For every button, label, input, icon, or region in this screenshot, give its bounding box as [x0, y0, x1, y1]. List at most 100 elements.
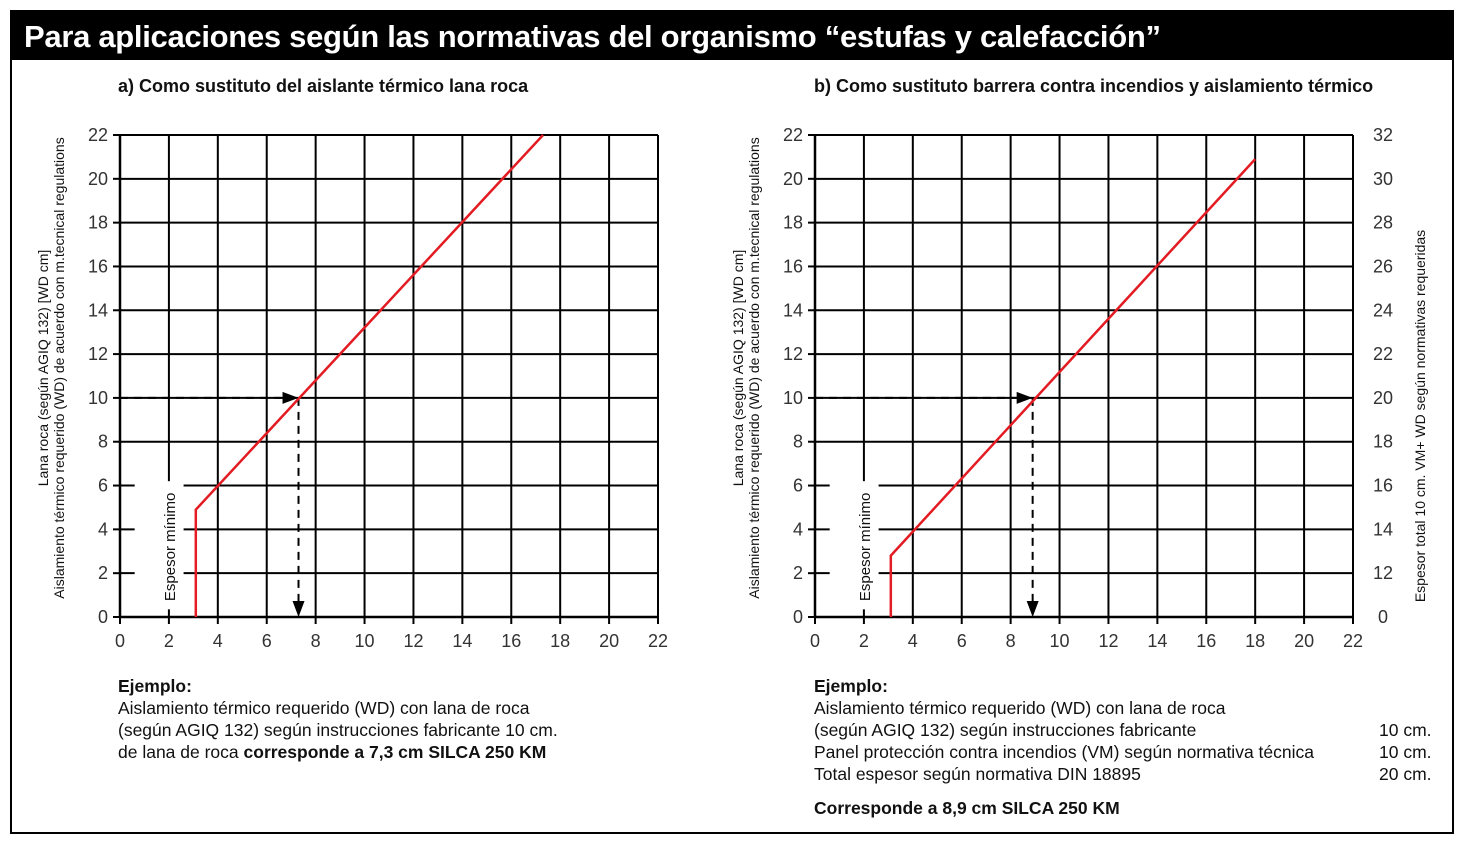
- x-tick-label: 6: [957, 631, 967, 651]
- example-b-row-label: (según AGIQ 132) según instrucciones fab…: [814, 720, 1197, 740]
- y-tick-label: 18: [783, 213, 803, 233]
- example-a-line2: (según AGIQ 132) según instrucciones fab…: [118, 720, 558, 740]
- x-tick-label: 10: [1050, 631, 1070, 651]
- y2-tick-label: 30: [1373, 169, 1393, 189]
- y-tick-label: 22: [783, 125, 803, 145]
- y-tick-label: 12: [88, 344, 108, 364]
- y-tick-label: 12: [783, 344, 803, 364]
- chart-b-title: b) Como sustituto barrera contra incendi…: [814, 76, 1374, 96]
- y-axis-label: Aislamiento térmico requerido (WD) de ac…: [746, 137, 762, 598]
- figure-frame: Para aplicaciones según las normativas d…: [10, 10, 1454, 834]
- x-tick-label: 4: [213, 631, 223, 651]
- example-b-row-value: 20 cm.: [1379, 764, 1432, 784]
- example-b: Ejemplo: Aislamiento térmico requerido (…: [814, 675, 1444, 819]
- example-a-line3: de lana de roca corresponde a 7,3 cm SIL…: [118, 741, 558, 763]
- example-a-result: corresponde a 7,3 cm SILCA 250 KM: [243, 742, 547, 762]
- example-b-row-value: 10 cm.: [1379, 720, 1432, 740]
- chart-b-plot: 0 2 4 6 8 10 12 14 16 18 20 22024681012141618202201…: [730, 125, 1428, 651]
- x-tick-label: 20: [1294, 631, 1314, 651]
- y2-tick-label: 28: [1373, 213, 1393, 233]
- x-tick-label: 6: [262, 631, 272, 651]
- y-tick-label: 14: [88, 300, 108, 320]
- y-axis-label: Lana roca (según AGIQ 132) [WD cm]: [35, 250, 51, 487]
- x-tick-label: 0: [810, 631, 820, 651]
- y-tick-label: 8: [98, 432, 108, 452]
- x-tick-label: 16: [1196, 631, 1216, 651]
- y2-tick-label: 18: [1373, 432, 1393, 452]
- x-tick-label: 18: [1245, 631, 1265, 651]
- x-tick-label: 16: [501, 631, 521, 651]
- series-line: [194, 134, 544, 617]
- x-tick-label: 14: [452, 631, 472, 651]
- x-tick-label: 8: [311, 631, 321, 651]
- example-b-row: (según AGIQ 132) según instrucciones fab…: [814, 719, 1444, 741]
- x-tick-label: 18: [550, 631, 570, 651]
- example-b-row-label: Total espesor según normativa DIN 18895: [814, 764, 1141, 784]
- y-tick-label: 2: [98, 563, 108, 583]
- y-tick-label: 4: [793, 519, 803, 539]
- y-tick-label: 2: [793, 563, 803, 583]
- arrowhead-down: [292, 601, 305, 617]
- chart-a-grid: [120, 134, 659, 617]
- x-tick-label: 12: [403, 631, 423, 651]
- x-tick-label: 20: [599, 631, 619, 651]
- series-line: [889, 158, 1257, 617]
- example-a-line3-normal: de lana de roca: [118, 742, 244, 762]
- arrowhead-down: [1026, 601, 1039, 617]
- example-b-result: Corresponde a 8,9 cm SILCA 250 KM: [814, 798, 1120, 818]
- y-tick-label: 0: [793, 607, 803, 627]
- y-tick-label: 18: [88, 213, 108, 233]
- example-a-line1: Aislamiento térmico requerido (WD) con l…: [118, 698, 530, 718]
- arrowhead-right: [282, 391, 299, 404]
- y-tick-label: 8: [793, 432, 803, 452]
- y2-tick-label: 24: [1373, 300, 1393, 320]
- y-tick-label: 20: [783, 169, 803, 189]
- x-tick-label: 10: [355, 631, 375, 651]
- example-b-row: Panel protección contra incendios (VM) s…: [814, 741, 1444, 763]
- title-bar: Para aplicaciones según las normativas d…: [12, 12, 1452, 60]
- y-tick-label: 0: [98, 607, 108, 627]
- y2-tick-label: 20: [1373, 388, 1393, 408]
- annotation-backdrop: [134, 481, 184, 610]
- x-tick-label: 22: [1343, 631, 1363, 651]
- arrowhead-right: [1016, 391, 1033, 404]
- page-title: Para aplicaciones según las normativas d…: [24, 19, 1161, 54]
- example-b-row: Total espesor según normativa DIN 18895 …: [814, 763, 1444, 785]
- y2-tick-label: 0: [1378, 607, 1388, 627]
- y-axis-label: Lana roca (según AGIQ 132) [WD cm]: [730, 250, 746, 487]
- y2-tick-label: 14: [1373, 519, 1393, 539]
- y-tick-label: 22: [88, 125, 108, 145]
- example-a: Ejemplo: Aislamiento térmico requerido (…: [118, 675, 558, 763]
- annotation-label: Espesor mínimo: [857, 493, 874, 601]
- x-tick-label: 14: [1147, 631, 1167, 651]
- y-tick-label: 6: [98, 476, 108, 496]
- y-tick-label: 4: [98, 519, 108, 539]
- chart-a-plot: 0 2 4 6 8 10 12 14 16 18 20 22 0 2 4 6 8 10 12 14 16 18 20 22 La…: [35, 125, 668, 651]
- example-a-heading: Ejemplo:: [118, 676, 192, 696]
- y2-tick-label: 32: [1373, 125, 1393, 145]
- x-tick-label: 22: [648, 631, 668, 651]
- x-tick-label: 4: [908, 631, 918, 651]
- annotation-backdrop: [829, 481, 879, 610]
- x-tick-label: 12: [1098, 631, 1118, 651]
- example-b-line1: Aislamiento térmico requerido (WD) con l…: [814, 698, 1226, 718]
- y-tick-label: 6: [793, 476, 803, 496]
- y-tick-label: 16: [783, 256, 803, 276]
- y2-axis-label: Espesor total 10 cm. VM+ WD según normat…: [1412, 230, 1428, 602]
- x-tick-label: 2: [859, 631, 869, 651]
- x-tick-label: 8: [1006, 631, 1016, 651]
- example-b-row-label: Panel protección contra incendios (VM) s…: [814, 742, 1314, 762]
- annotation-label: Espesor mínimo: [162, 493, 179, 601]
- y-tick-label: 10: [783, 388, 803, 408]
- example-b-heading: Ejemplo:: [814, 676, 888, 696]
- chart-a-title: a) Como sustituto del aislante térmico l…: [118, 76, 529, 96]
- y2-tick-label: 16: [1373, 476, 1393, 496]
- example-b-row-value: 10 cm.: [1379, 742, 1432, 762]
- y-tick-label: 16: [88, 256, 108, 276]
- y-tick-label: 10: [88, 388, 108, 408]
- y2-tick-label: 26: [1373, 256, 1393, 276]
- y-tick-label: 14: [783, 300, 803, 320]
- y-axis-label: Aislamiento térmico requerido (WD) de ac…: [51, 137, 67, 598]
- chart-b-grid: [815, 134, 1354, 617]
